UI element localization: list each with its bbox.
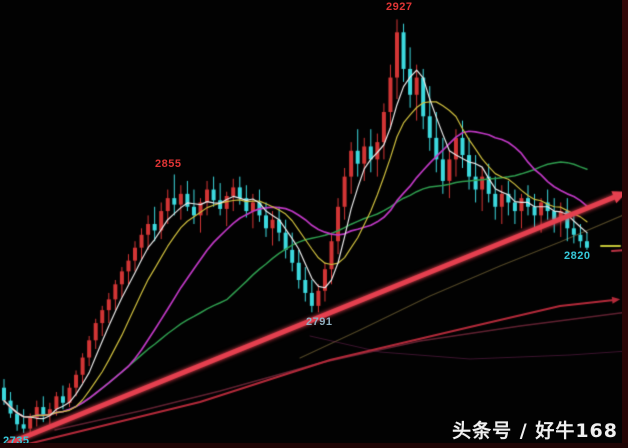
price-label-high-2855: 2855 bbox=[155, 158, 182, 170]
price-label-peak-2927: 2927 bbox=[386, 1, 413, 13]
watermark-toutiao: 头条号 / 好牛168 bbox=[452, 420, 618, 442]
price-label-latest-low-2820: 2820 bbox=[564, 250, 591, 262]
bottom-edge-artifact bbox=[0, 443, 628, 448]
right-edge-artifact bbox=[622, 0, 628, 448]
price-label-pullback-low-2791: 2791 bbox=[306, 316, 333, 328]
